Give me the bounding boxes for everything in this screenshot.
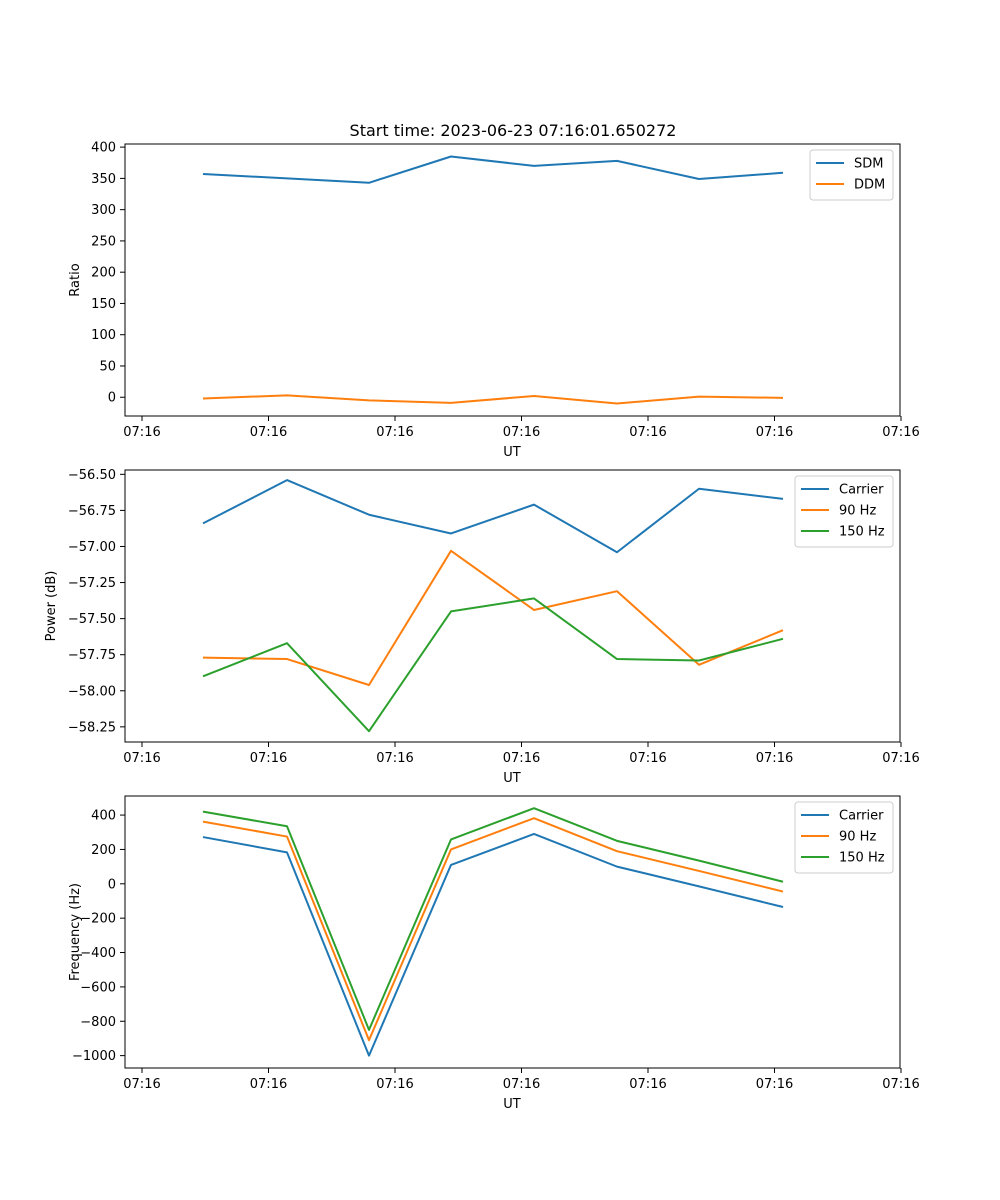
x-tick-label: 07:16 — [250, 751, 287, 766]
series-line-90-hz — [202, 549, 784, 686]
y-tick-label: 400 — [91, 141, 116, 156]
x-tick-label: 07:16 — [503, 751, 540, 766]
subplot-3: 07:16 07:16 07:16 07:16 07:16 07:16 07:16 UT −10… — [68, 795, 920, 1112]
legend-label: SDM — [854, 157, 883, 172]
y-tick-label: −57.25 — [68, 576, 116, 591]
x-tick-label: 07:16 — [882, 425, 919, 440]
x-tick-label: 07:16 — [250, 1077, 287, 1092]
subplot-2: 07:16 07:16 07:16 07:16 07:16 07:16 07:16 UT −58… — [44, 468, 920, 786]
x-tick-label: 07:16 — [629, 425, 666, 440]
legend-label: DDM — [854, 178, 885, 193]
series-line-150-hz — [202, 597, 784, 733]
y-tick-label: 400 — [91, 809, 116, 824]
y-tick-label: 150 — [91, 297, 116, 312]
subplot-1: 07:16 07:16 07:16 07:16 07:16 07:16 07:16 UT 0 50… — [68, 141, 920, 460]
x-tick-label: 07:16 — [376, 751, 413, 766]
x-axis-label: UT — [503, 771, 521, 786]
series-line-sdm — [202, 155, 784, 184]
legend: Carrier 90 Hz 150 Hz — [794, 801, 894, 874]
legend-label: Carrier — [839, 809, 884, 824]
y-tick-label: 200 — [91, 843, 116, 858]
legend-label: 150 Hz — [839, 851, 885, 866]
y-tick-label: −58.00 — [68, 684, 116, 699]
y-tick-label: −57.75 — [68, 648, 116, 663]
legend: SDM DDM — [809, 149, 894, 201]
x-tick-label: 07:16 — [376, 1077, 413, 1092]
y-axis-label: Frequency (Hz) — [68, 883, 83, 981]
x-tick-label: 07:16 — [629, 1077, 666, 1092]
x-axis-label: UT — [503, 1097, 521, 1112]
y-axis-label: Power (dB) — [44, 571, 59, 642]
legend-box — [794, 475, 894, 548]
x-tick-label: 07:16 — [629, 751, 666, 766]
y-tick-label: 0 — [108, 877, 116, 892]
x-tick-label: 07:16 — [882, 751, 919, 766]
x-tick-label: 07:16 — [123, 1077, 160, 1092]
legend-label: 90 Hz — [839, 504, 876, 519]
y-tick-label: −1000 — [72, 1049, 116, 1064]
axes-frame — [124, 469, 901, 743]
y-tick-label: 300 — [91, 203, 116, 218]
x-tick-label: 07:16 — [123, 425, 160, 440]
y-tick-label: −200 — [80, 912, 116, 927]
x-tick-label: 07:16 — [123, 751, 160, 766]
x-tick-label: 07:16 — [882, 1077, 919, 1092]
axes-frame — [124, 795, 901, 1069]
x-axis-label: UT — [503, 445, 521, 460]
x-tick-label: 07:16 — [503, 425, 540, 440]
x-tick-label: 07:16 — [756, 1077, 793, 1092]
series-line-90-hz — [202, 817, 784, 1042]
legend-box — [794, 801, 894, 874]
legend-label: 150 Hz — [839, 525, 885, 540]
x-tick-label: 07:16 — [756, 425, 793, 440]
y-tick-label: 100 — [91, 328, 116, 343]
y-tick-label: −58.25 — [68, 720, 116, 735]
y-tick-label: −57.00 — [68, 540, 116, 555]
series-line-ddm — [202, 394, 784, 405]
y-tick-label: −57.50 — [68, 612, 116, 627]
x-tick-label: 07:16 — [250, 425, 287, 440]
axes-frame — [124, 143, 901, 417]
legend-label: Carrier — [839, 483, 884, 498]
y-tick-label: 0 — [108, 391, 116, 406]
series-line-carrier — [202, 479, 784, 554]
y-tick-label: 50 — [99, 359, 116, 374]
y-tick-label: −600 — [80, 980, 116, 995]
x-tick-label: 07:16 — [376, 425, 413, 440]
y-tick-label: −56.75 — [68, 504, 116, 519]
y-tick-label: 350 — [91, 172, 116, 187]
y-tick-label: −400 — [80, 946, 116, 961]
y-tick-label: 250 — [91, 234, 116, 249]
y-axis-label: Ratio — [68, 263, 83, 296]
y-tick-label: −56.50 — [68, 468, 116, 483]
legend: Carrier 90 Hz 150 Hz — [794, 475, 894, 548]
x-tick-label: 07:16 — [503, 1077, 540, 1092]
legend-label: 90 Hz — [839, 830, 876, 845]
y-tick-label: −800 — [80, 1015, 116, 1030]
figure-title: Start time: 2023-06-23 07:16:01.650272 — [350, 121, 677, 140]
series-line-carrier — [202, 832, 784, 1057]
subplots: 07:16 07:16 07:16 07:16 07:16 07:16 07:16 UT 0 50… — [44, 141, 920, 1112]
x-tick-label: 07:16 — [756, 751, 793, 766]
y-tick-label: 200 — [91, 266, 116, 281]
series-line-150-hz — [202, 807, 784, 1031]
